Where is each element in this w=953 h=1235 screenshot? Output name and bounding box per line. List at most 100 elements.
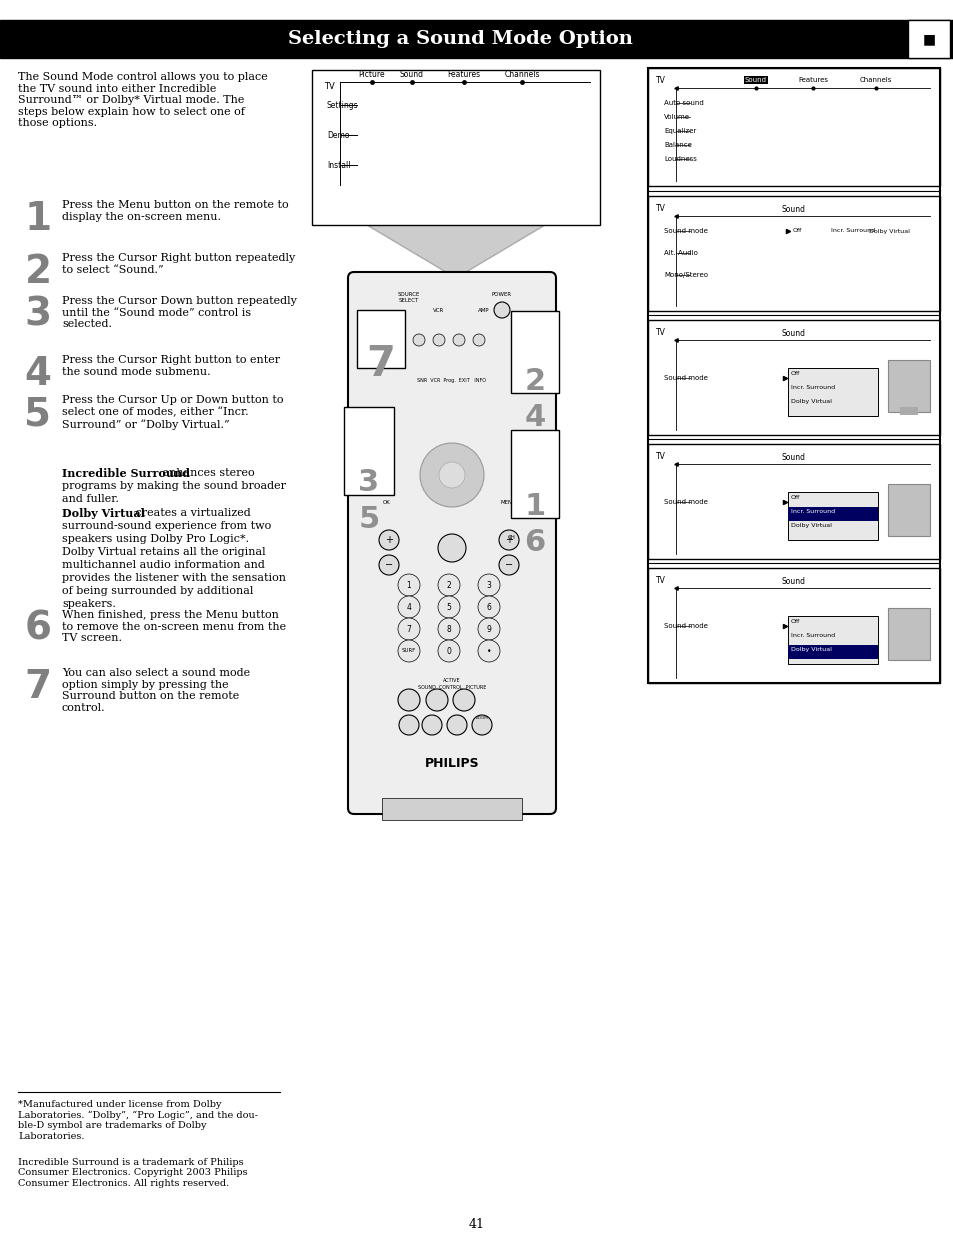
- Text: Sound: Sound: [744, 77, 766, 83]
- Circle shape: [473, 333, 484, 346]
- Text: *Manufactured under license from Dolby
Laboratories. “Dolby”, “Pro Logic”, and t: *Manufactured under license from Dolby L…: [18, 1100, 257, 1141]
- Text: multichannel audio information and: multichannel audio information and: [62, 559, 265, 571]
- Text: 7: 7: [406, 625, 411, 634]
- Circle shape: [477, 597, 499, 618]
- Polygon shape: [367, 225, 544, 278]
- Text: Press the Menu button on the remote to
display the on-screen menu.: Press the Menu button on the remote to d…: [62, 200, 289, 221]
- Text: TV: TV: [324, 82, 335, 91]
- Bar: [887, 359, 929, 412]
- Bar: [787, 645, 877, 659]
- Text: Settings: Settings: [327, 100, 358, 110]
- Text: 5: 5: [446, 603, 451, 611]
- Text: 9: 9: [486, 625, 491, 634]
- Circle shape: [419, 443, 483, 508]
- Text: −: −: [504, 559, 513, 571]
- Text: Auto sound: Auto sound: [663, 100, 703, 106]
- Text: Dolby Virtual retains all the original: Dolby Virtual retains all the original: [62, 547, 265, 557]
- Text: 2: 2: [524, 367, 545, 396]
- Text: Demo: Demo: [327, 131, 349, 140]
- Text: TV: TV: [656, 204, 665, 212]
- Text: The Sound Mode control allows you to place
the TV sound into either Incredible
S: The Sound Mode control allows you to pla…: [18, 72, 268, 128]
- Text: Features: Features: [797, 77, 827, 83]
- Text: 4: 4: [25, 354, 51, 393]
- Text: Dolby Virtual: Dolby Virtual: [790, 647, 831, 652]
- Bar: [647, 445, 939, 559]
- Circle shape: [447, 715, 467, 735]
- Text: +: +: [385, 535, 393, 545]
- Circle shape: [437, 534, 465, 562]
- Text: ■: ■: [922, 32, 935, 46]
- Text: CH: CH: [508, 535, 516, 540]
- Text: •: •: [486, 646, 491, 656]
- Circle shape: [477, 640, 499, 662]
- Bar: [511, 311, 558, 393]
- Text: Sound mode: Sound mode: [663, 622, 707, 629]
- Circle shape: [437, 597, 459, 618]
- Text: TV: TV: [656, 576, 665, 585]
- Text: 4: 4: [406, 603, 411, 611]
- Text: Sound: Sound: [781, 577, 805, 585]
- Circle shape: [498, 555, 518, 576]
- Text: 1: 1: [524, 492, 545, 521]
- Circle shape: [453, 689, 475, 711]
- Text: Incr. Surround: Incr. Surround: [790, 634, 834, 638]
- Bar: [787, 508, 877, 521]
- Circle shape: [397, 597, 419, 618]
- Circle shape: [397, 574, 419, 597]
- Circle shape: [438, 462, 464, 488]
- Text: 4: 4: [524, 403, 545, 432]
- Text: Dolby Virtual: Dolby Virtual: [790, 522, 831, 529]
- Text: Equalizer: Equalizer: [663, 128, 696, 135]
- Bar: [787, 492, 877, 540]
- Text: Press the Cursor Up or Down button to
select one of modes, either “Incr.
Surroun: Press the Cursor Up or Down button to se…: [62, 395, 283, 430]
- Text: 3: 3: [25, 296, 51, 333]
- Bar: [787, 616, 877, 664]
- Bar: [899, 408, 917, 415]
- Text: Incredible Surround: Incredible Surround: [62, 468, 190, 479]
- Text: Install: Install: [327, 161, 350, 169]
- Text: Balance: Balance: [663, 142, 691, 148]
- Bar: [647, 196, 939, 311]
- Text: Sound mode: Sound mode: [663, 228, 707, 233]
- Text: Off: Off: [790, 370, 800, 375]
- Text: surround-sound experience from two: surround-sound experience from two: [62, 521, 271, 531]
- Circle shape: [477, 574, 499, 597]
- Text: 2: 2: [446, 580, 451, 589]
- Circle shape: [472, 715, 492, 735]
- FancyBboxPatch shape: [348, 272, 556, 814]
- Circle shape: [413, 333, 424, 346]
- Text: Incr. Surround: Incr. Surround: [790, 385, 834, 390]
- Circle shape: [397, 640, 419, 662]
- Text: −: −: [384, 559, 393, 571]
- Text: TV: TV: [656, 452, 665, 461]
- Text: You can also select a sound mode
option simply by pressing the
Surround button o: You can also select a sound mode option …: [62, 668, 250, 713]
- Text: of being surrounded by additional: of being surrounded by additional: [62, 585, 253, 597]
- Text: 5: 5: [358, 505, 379, 534]
- Circle shape: [397, 689, 419, 711]
- Circle shape: [453, 333, 464, 346]
- Circle shape: [397, 618, 419, 640]
- Text: ZOOM: ZOOM: [476, 716, 488, 720]
- Circle shape: [437, 574, 459, 597]
- Bar: [647, 68, 939, 186]
- Text: Channels: Channels: [859, 77, 891, 83]
- Text: 3: 3: [486, 580, 491, 589]
- Text: TV: TV: [656, 77, 665, 85]
- Text: 5: 5: [25, 395, 51, 433]
- Text: Dolby Virtual: Dolby Virtual: [868, 228, 909, 233]
- Text: MENU: MENU: [500, 500, 517, 505]
- Text: Sound: Sound: [744, 77, 766, 83]
- Circle shape: [498, 530, 518, 550]
- Text: SOURCE
SELECT: SOURCE SELECT: [397, 291, 419, 303]
- Text: Alt. Audio: Alt. Audio: [663, 249, 698, 256]
- Circle shape: [494, 303, 510, 317]
- Text: Sound mode: Sound mode: [663, 499, 707, 505]
- Text: 6: 6: [25, 610, 51, 648]
- Text: Channels: Channels: [504, 70, 539, 79]
- Bar: [647, 568, 939, 683]
- Bar: [887, 608, 929, 659]
- Text: 8: 8: [446, 625, 451, 634]
- Text: Off: Off: [792, 228, 801, 233]
- Text: Sound: Sound: [781, 453, 805, 462]
- Circle shape: [437, 618, 459, 640]
